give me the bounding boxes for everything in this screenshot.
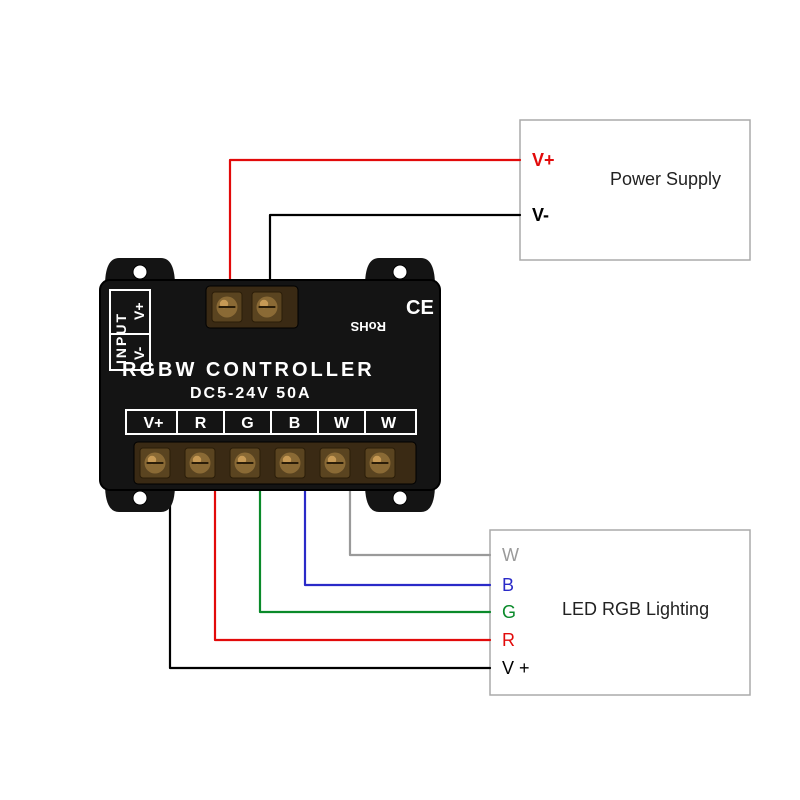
power-supply-box bbox=[520, 120, 750, 260]
led-lighting-box bbox=[490, 530, 750, 695]
rgbw-controller bbox=[100, 280, 440, 490]
